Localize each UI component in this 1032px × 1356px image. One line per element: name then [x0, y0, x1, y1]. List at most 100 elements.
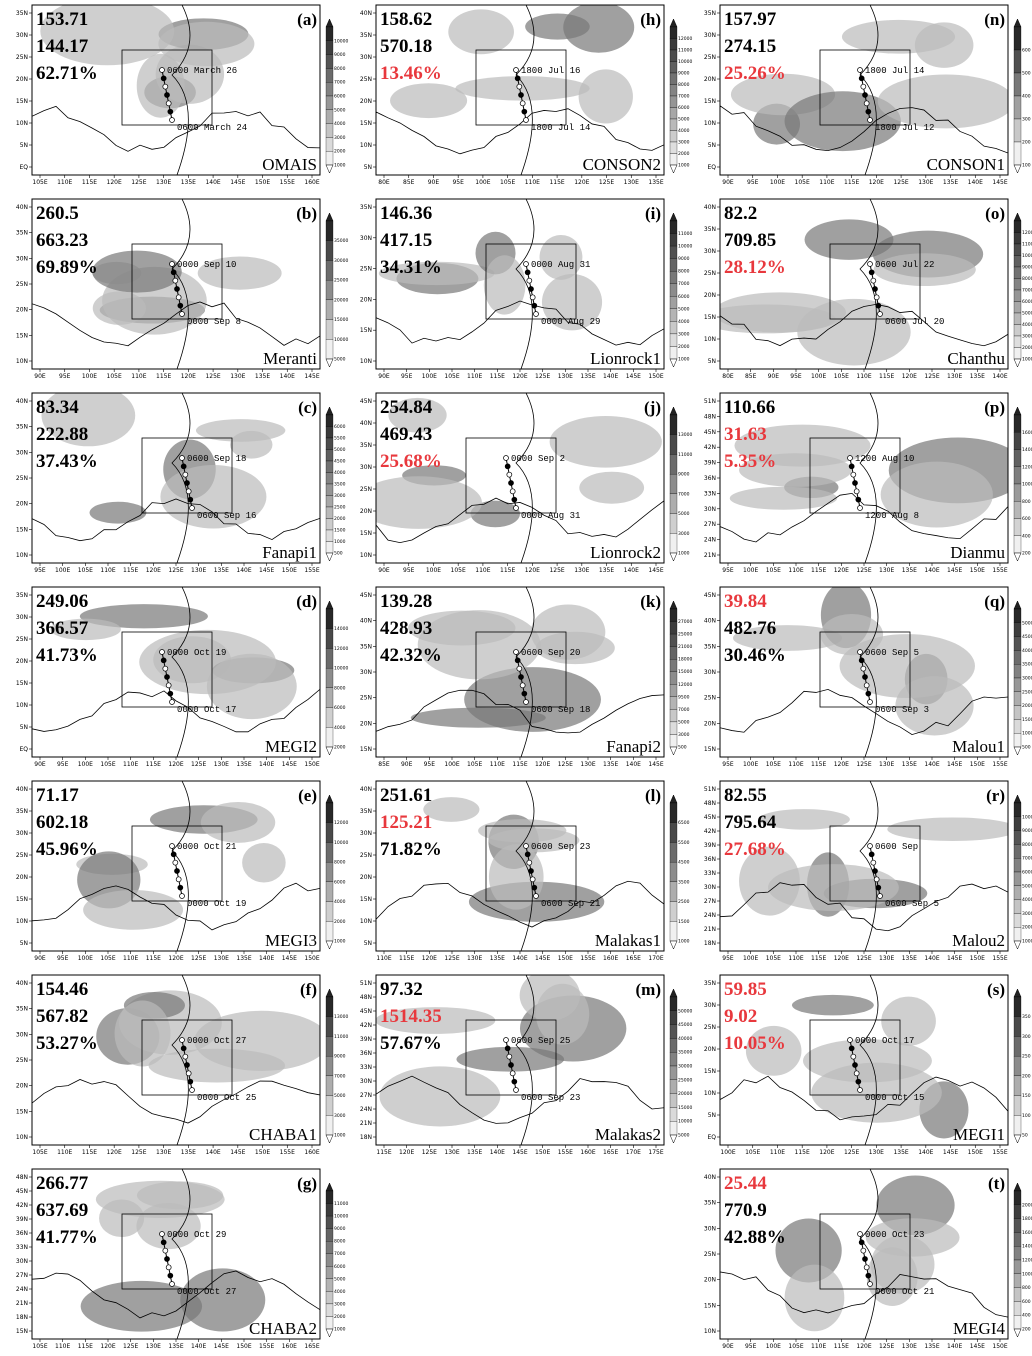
- track-point: [508, 480, 514, 486]
- colorbar-segment: [669, 1038, 678, 1053]
- track-point: [172, 277, 179, 284]
- storm-name: Malakas1: [595, 931, 661, 950]
- track-point: [523, 117, 529, 123]
- shading: [820, 613, 884, 656]
- colorbar-segment: [1013, 1055, 1022, 1077]
- colorbar-label: 12000: [334, 820, 348, 826]
- coastline: [859, 199, 879, 369]
- map-panel: 1800 Jul 16 1800 Jul 14 158.62 570.18 13.46%…: [360, 4, 692, 186]
- storm-name: Fanapi1: [262, 543, 317, 562]
- lat-tick-label: 20N: [16, 1083, 28, 1090]
- lat-tick-label: 20N: [360, 874, 372, 881]
- lon-tick-label: 145E: [304, 373, 319, 380]
- lon-tick-label: 135E: [255, 373, 270, 380]
- map-panel: 0600 Sep 25 0600 Sep 23 97.32 1514.35 57.67%…: [360, 974, 692, 1156]
- track-point: [526, 277, 533, 284]
- colorbar-label: 13000: [334, 1014, 348, 1020]
- lon-tick-label: 110E: [57, 179, 72, 186]
- colorbar-label: 50: [1022, 1133, 1028, 1139]
- lat-tick-label: 24N: [16, 1286, 28, 1293]
- track-point: [513, 67, 519, 73]
- panel-letter: (d): [296, 592, 317, 611]
- colorbar-segment: [669, 493, 678, 514]
- colorbar-cap: [669, 164, 678, 174]
- track-point: [855, 1078, 862, 1085]
- storm-name: Lionrock1: [590, 349, 661, 368]
- storm-name: MEGI3: [265, 931, 317, 950]
- lon-tick-label: 90E: [34, 373, 46, 380]
- stat-value: 153.71: [36, 9, 88, 30]
- colorbar-cap: [1013, 18, 1022, 28]
- colorbar-label: 40000: [678, 1036, 692, 1042]
- lon-tick-label: 115E: [811, 761, 826, 768]
- lon-tick-label: 95E: [745, 1343, 757, 1350]
- colorbar-segment: [1013, 1246, 1022, 1261]
- panel-letter: (e): [298, 786, 317, 805]
- colorbar-segment: [325, 68, 334, 83]
- stat-value: 62.71%: [36, 63, 98, 84]
- colorbar-label: 4000: [678, 319, 690, 325]
- colorbar-segment: [669, 333, 678, 347]
- lon-tick-label: 130E: [580, 761, 595, 768]
- lon-tick-label: 120E: [512, 373, 527, 380]
- panel-letter: (j): [644, 398, 661, 417]
- colorbar-label: 7000: [334, 80, 346, 86]
- lon-tick-label: 105E: [32, 179, 47, 186]
- track-point: [170, 269, 177, 276]
- coastline: [859, 975, 879, 1145]
- lat-tick-label: 42N: [704, 828, 716, 835]
- colorbar-label: 11000: [678, 452, 692, 458]
- coastline: [515, 393, 535, 563]
- lat-tick-label: 35N: [704, 1200, 716, 1207]
- colorbar-segment: [1013, 1315, 1022, 1330]
- colorbar-segment: [325, 437, 334, 450]
- lon-tick-label: 105E: [788, 1343, 803, 1350]
- lon-tick-label: 135E: [181, 1149, 196, 1156]
- colorbar-label: 8000: [678, 82, 690, 88]
- colorbar-segment: [669, 1052, 678, 1067]
- shading: [887, 817, 1008, 842]
- lon-tick-label: 100E: [766, 1343, 781, 1350]
- colorbar-segment: [325, 996, 334, 1017]
- lon-tick-label: 150E: [968, 1149, 983, 1156]
- lat-tick-label: 35N: [360, 808, 372, 815]
- lon-tick-label: 140E: [259, 761, 274, 768]
- lon-tick-label: 135E: [902, 567, 917, 574]
- track-point: [160, 1239, 167, 1246]
- colorbar-label: 3500: [334, 482, 346, 488]
- colorbar-segment: [325, 260, 334, 281]
- panel-letter: (s): [987, 980, 1005, 999]
- track-point: [164, 1256, 170, 1262]
- lat-tick-label: 35N: [360, 204, 372, 211]
- track-point: [521, 690, 528, 697]
- colorbar-segment: [325, 299, 334, 320]
- coastline: [32, 1079, 320, 1124]
- colorbar-label: 1500: [334, 528, 346, 534]
- coastline: [171, 1169, 191, 1339]
- lon-tick-label: 155E: [992, 1149, 1007, 1156]
- track-point: [506, 1053, 513, 1060]
- track-point: [526, 859, 533, 866]
- lon-tick-label: 135E: [943, 179, 958, 186]
- colorbar-segment: [325, 472, 334, 485]
- colorbar-segment: [669, 220, 678, 234]
- colorbar-label: 11000: [678, 48, 692, 54]
- lon-tick-label: 130E: [444, 1149, 459, 1156]
- colorbar-label: 4000: [1022, 648, 1032, 654]
- stat-value: 274.15: [724, 36, 776, 57]
- lat-tick-label: EQ: [19, 164, 28, 171]
- colorbar-cap: [325, 212, 334, 222]
- coastline: [859, 393, 879, 563]
- lat-tick-label: 45N: [704, 814, 716, 821]
- lon-tick-label: 120E: [856, 1343, 871, 1350]
- colorbar-segment: [325, 1253, 334, 1267]
- colorbar-label: 1000: [334, 163, 346, 169]
- lon-tick-label: 135E: [181, 179, 196, 186]
- stat-value: 110.66: [724, 397, 775, 418]
- lon-tick-label: 125E: [893, 179, 908, 186]
- shading: [423, 797, 480, 822]
- colorbar-segment: [669, 245, 678, 259]
- colorbar-segment: [669, 454, 678, 475]
- track-point: [506, 471, 513, 478]
- colorbar-label: 2000: [678, 151, 690, 157]
